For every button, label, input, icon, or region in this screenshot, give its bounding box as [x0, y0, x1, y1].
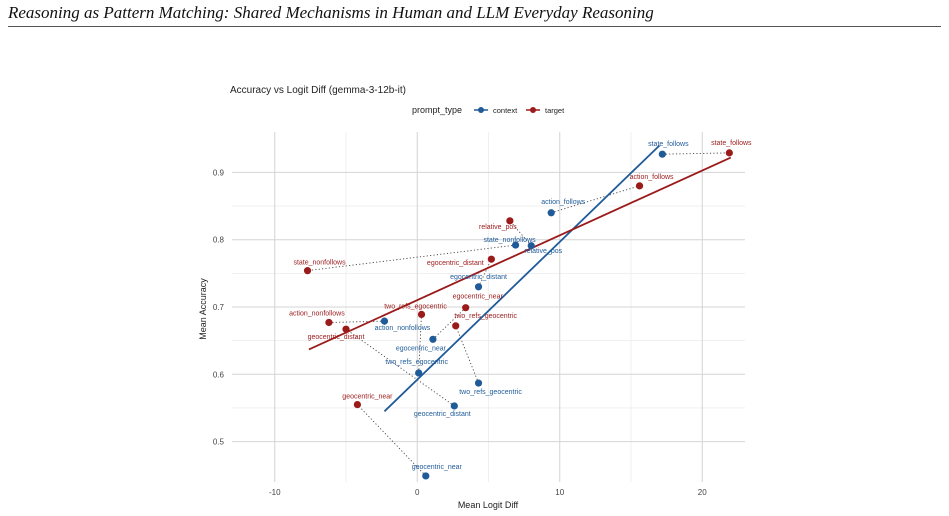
pair-connector-action_nonfollows: [328, 320, 385, 323]
point-label-context-state_nonfollows: state_nonfollows: [483, 237, 536, 244]
point-label-target-egocentric_distant: egocentric_distant: [427, 260, 484, 267]
point-target-state_follows: [725, 149, 733, 157]
point-label-context-egocentric_near: egocentric_near: [396, 345, 447, 352]
trend-lines: [308, 144, 732, 412]
y-tick-label: 0.6: [213, 370, 225, 379]
legend-context-marker: [478, 107, 484, 113]
point-context-two_refs_geocentric: [474, 379, 483, 387]
point-target-egocentric_near: [462, 304, 470, 312]
x-axis-label: Mean Logit Diff: [458, 500, 519, 510]
point-target-relative_pos: [506, 217, 514, 225]
point-context-state_follows: [658, 150, 666, 158]
point-target-geocentric_near: [353, 400, 361, 409]
point-label-context-action_follows: action_follows: [541, 199, 585, 206]
pair-connector-state_follows: [662, 152, 730, 155]
legend: prompt_type context target: [412, 105, 565, 115]
trend-line-context: [383, 144, 661, 412]
pair-connector-egocentric_near: [432, 307, 467, 340]
grid-layer: [232, 132, 745, 482]
pair-connector-geocentric_near: [357, 404, 427, 477]
y-tick-label: 0.8: [213, 236, 225, 245]
y-tick-label: 0.5: [213, 438, 225, 447]
point-context-geocentric_near: [422, 472, 430, 480]
legend-target-marker: [530, 107, 536, 113]
point-context-geocentric_distant: [450, 402, 458, 410]
legend-context-label: context: [493, 106, 518, 115]
point-target-state_nonfollows: [303, 267, 312, 275]
point-labels: state_follows action_follows state_nonfoll…: [289, 140, 752, 471]
data-points: [303, 149, 733, 480]
point-label-target-two_refs_geocentric: two_refs_geocentric: [454, 313, 517, 320]
legend-target-label: target: [545, 106, 565, 115]
header-rule: [8, 26, 941, 27]
point-context-relative_pos: [527, 242, 535, 250]
running-header-title: Reasoning as Pattern Matching: Shared Me…: [8, 3, 654, 22]
point-context-state_nonfollows: [511, 241, 520, 249]
y-axis-label: Mean Accuracy: [198, 278, 208, 340]
point-target-two_refs_egocentric: [417, 310, 426, 319]
chart-title: Accuracy vs Logit Diff (gemma-3-12b-it): [230, 85, 406, 96]
point-context-action_nonfollows: [380, 317, 389, 325]
point-label-target-two_refs_egocentric: two_refs_egocentric: [384, 303, 447, 310]
point-target-two_refs_geocentric: [452, 322, 460, 330]
point-label-context-two_refs_geocentric: two_refs_geocentric: [459, 389, 522, 396]
x-tick-label: 10: [555, 488, 564, 497]
point-label-target-egocentric_near: egocentric_near: [453, 294, 504, 301]
point-label-context-geocentric_distant: geocentric_distant: [414, 411, 471, 418]
trend-line-target: [308, 156, 732, 351]
point-target-action_follows: [635, 182, 644, 190]
point-context-egocentric_distant: [474, 283, 483, 291]
legend-title: prompt_type: [412, 105, 462, 115]
pair-connectors: [307, 152, 730, 477]
pair-connector-state_nonfollows: [307, 244, 516, 272]
point-label-target-state_follows: state_follows: [711, 140, 752, 147]
point-label-target-relative_pos: relative_pos: [479, 224, 517, 231]
point-label-context-action_nonfollows: action_nonfollows: [375, 325, 431, 332]
point-target-geocentric_distant: [342, 325, 350, 333]
x-tick-label: 0: [415, 488, 420, 497]
point-label-target-action_follows: action_follows: [630, 174, 674, 181]
point-label-target-geocentric_distant: geocentric_distant: [308, 334, 365, 341]
axes: -10 0 10 20 0.5 0.6 0.7 0.8 0.9: [213, 168, 707, 497]
point-label-context-egocentric_distant: egocentric_distant: [450, 274, 507, 281]
point-label-context-two_refs_egocentric: two_refs_egocentric: [385, 359, 448, 366]
point-context-two_refs_egocentric: [415, 369, 423, 377]
y-tick-label: 0.9: [213, 168, 225, 177]
point-label-context-relative_pos: relative_pos: [524, 248, 562, 255]
x-tick-label: -10: [269, 488, 281, 497]
y-tick-label: 0.7: [213, 303, 225, 312]
point-context-egocentric_near: [429, 335, 437, 343]
point-target-action_nonfollows: [325, 318, 333, 327]
point-label-target-state_nonfollows: state_nonfollows: [293, 260, 346, 267]
pair-connector-relative_pos: [509, 220, 532, 247]
point-label-context-geocentric_near: geocentric_near: [412, 464, 463, 471]
point-target-egocentric_distant: [487, 255, 495, 263]
point-label-target-geocentric_near: geocentric_near: [342, 394, 393, 401]
point-label-context-state_follows: state_follows: [648, 141, 689, 148]
pair-connector-two_refs_geocentric: [455, 325, 479, 384]
x-tick-label: 20: [698, 488, 707, 497]
point-context-action_follows: [547, 209, 555, 217]
point-label-target-action_nonfollows: action_nonfollows: [289, 310, 345, 317]
